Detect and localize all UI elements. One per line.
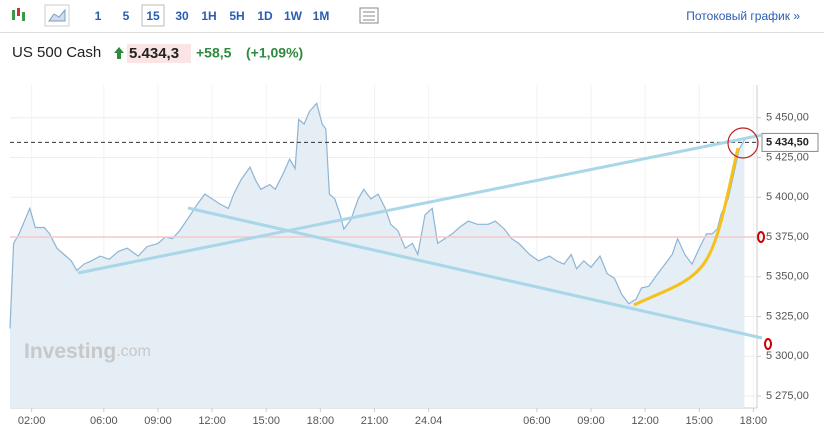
y-tick-label: 5 350,00: [766, 271, 809, 283]
interval-button[interactable]: 1M: [313, 9, 330, 23]
candle-icon[interactable]: [12, 8, 25, 21]
price-highlight: [127, 44, 191, 63]
interval-button[interactable]: 1H: [201, 9, 216, 23]
area: [10, 103, 745, 409]
interval-button[interactable]: 30: [175, 9, 189, 23]
alert-marker: [764, 338, 772, 350]
area-icon[interactable]: [44, 4, 70, 27]
x-tick-label: 09:00: [144, 415, 172, 427]
change: +58,5: [196, 45, 232, 61]
watermark: Investing.com: [24, 340, 151, 363]
interval-button[interactable]: 5H: [229, 9, 244, 23]
x-tick-label: 18:00: [740, 415, 768, 427]
table-icon[interactable]: [359, 7, 379, 24]
y-tick-label: 5 400,00: [766, 191, 809, 203]
highlight-circle: [727, 127, 759, 159]
interval-button[interactable]: 15: [146, 9, 160, 23]
instrument-name: US 500 Cash: [12, 44, 101, 61]
y-tick-label: 5 300,00: [766, 350, 809, 362]
trend-line: [77, 133, 763, 275]
line: [9, 102, 745, 329]
y-tick-label: 5 325,00: [766, 310, 809, 322]
x-tick-label: 06:00: [523, 415, 551, 427]
x-tick-label: 09:00: [577, 415, 605, 427]
interval-button[interactable]: 1D: [257, 9, 273, 23]
stream-link[interactable]: Потоковый график »: [686, 9, 800, 23]
drawings: [77, 127, 772, 350]
price: 5.434,3: [129, 45, 179, 62]
plot: Investing.com: [9, 85, 757, 409]
x-tick-label: 18:00: [307, 415, 335, 427]
watermark-brand: Investing: [24, 340, 116, 363]
up-arrow: [114, 47, 124, 59]
x-tick-label: 21:00: [361, 415, 389, 427]
x-tick-label: 24.04: [415, 415, 443, 427]
interval-button[interactable]: 1W: [284, 9, 303, 23]
change-percent: (+1,09%): [246, 45, 303, 61]
x-tick-label: 12:00: [198, 415, 226, 427]
current-price-label: 5 434,50: [766, 136, 809, 148]
y-tick-label: 5 375,00: [766, 231, 809, 243]
y-tick-label: 5 450,00: [766, 112, 809, 124]
x-tick-label: 02:00: [18, 415, 46, 427]
trend-line: [187, 206, 763, 340]
drawn-curve: [633, 147, 740, 307]
interval-button[interactable]: 1: [95, 9, 102, 23]
x-tick-label: 15:00: [252, 415, 280, 427]
selected-interval-box: [141, 4, 165, 27]
y-tick-label: 5 275,00: [766, 390, 809, 402]
y-tick-label: 5 425,00: [766, 151, 809, 163]
x-tick-label: 06:00: [90, 415, 118, 427]
interval-button[interactable]: 5: [123, 9, 130, 23]
x-tick-label: 15:00: [685, 415, 713, 427]
x-tick-label: 12:00: [631, 415, 659, 427]
alert-marker: [757, 231, 765, 243]
watermark-suffix: .com: [116, 343, 151, 360]
current-price-box: [761, 132, 819, 152]
